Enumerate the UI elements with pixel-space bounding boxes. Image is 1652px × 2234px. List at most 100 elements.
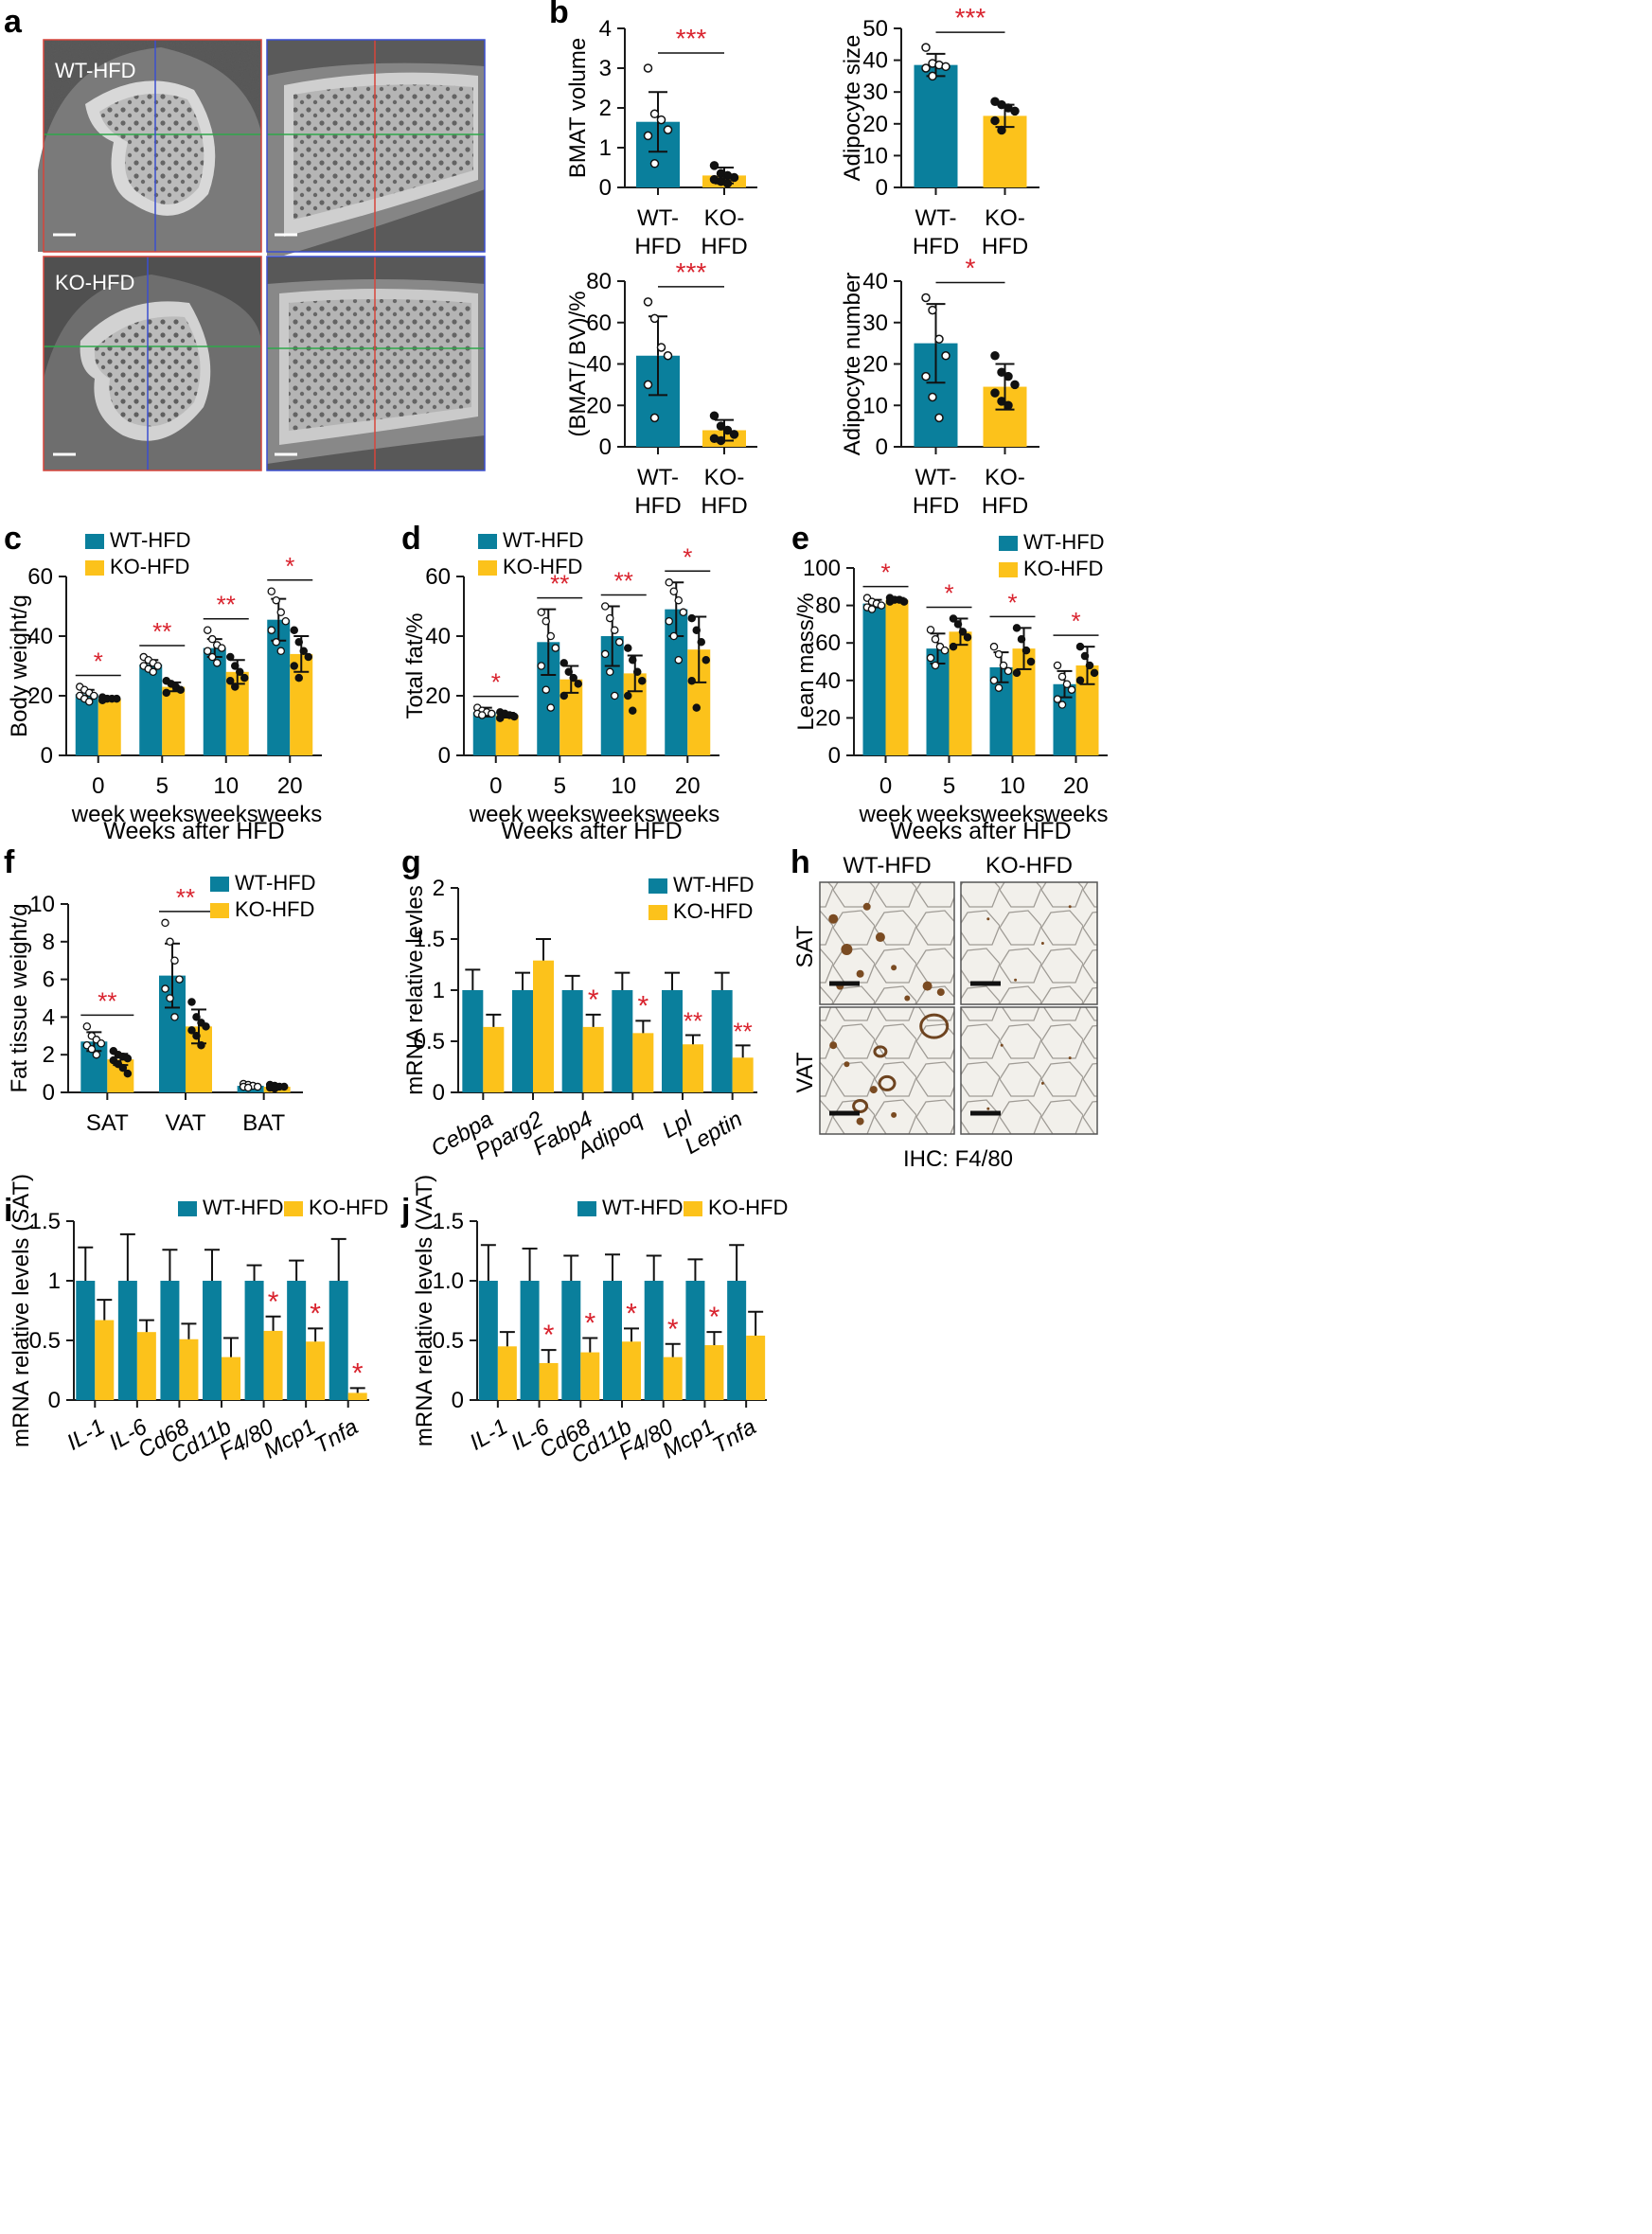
data-point — [941, 62, 950, 72]
data-point — [994, 683, 1004, 692]
data-point — [542, 617, 551, 626]
data-point — [633, 667, 642, 677]
data-point — [170, 1013, 179, 1021]
data-point — [665, 617, 674, 626]
legend-label: KO-HFD — [309, 1196, 388, 1219]
y-tick-label: 0 — [433, 1080, 445, 1106]
ihc-col-wt: WT-HFD — [843, 853, 931, 878]
y-tick-label: 1.0 — [433, 1268, 464, 1294]
data-point — [267, 626, 275, 634]
y-tick-label: 60 — [586, 310, 612, 336]
x-tick-label: weeks — [979, 802, 1044, 827]
bar-wt — [561, 1281, 581, 1400]
y-axis-label: mRNA relative levles — [402, 885, 428, 1094]
data-point — [1067, 685, 1076, 694]
data-point — [1062, 680, 1072, 689]
bar-ko — [580, 1352, 600, 1400]
bar-wt — [203, 1281, 222, 1400]
bar-ko — [663, 1356, 683, 1400]
x-tick-label: KO- — [704, 465, 745, 490]
data-point — [953, 620, 963, 629]
bar-wt — [244, 1281, 264, 1400]
bar-ko — [683, 1044, 703, 1092]
data-point — [207, 634, 217, 644]
bar-wt — [472, 712, 496, 755]
y-axis-label: Adipocyte size — [840, 35, 865, 182]
data-point — [649, 159, 660, 168]
x-tick-label: 10 — [611, 773, 636, 799]
sig-marker: ** — [217, 591, 236, 619]
y-tick-label: 10 — [862, 393, 888, 418]
y-axis-label: Total fat/% — [402, 612, 428, 718]
data-point — [560, 659, 569, 667]
bar-ko — [885, 599, 909, 755]
x-tick-label: HFD — [913, 234, 959, 259]
sig-marker: *** — [955, 3, 986, 32]
data-point — [649, 313, 660, 324]
legend-swatch — [210, 877, 229, 892]
bar-wt — [139, 664, 163, 755]
legend-swatch — [684, 1201, 702, 1216]
data-point — [931, 634, 940, 644]
legend-swatch — [85, 534, 104, 549]
y-tick-label: 10 — [862, 143, 888, 168]
y-tick-label: 6 — [43, 967, 55, 993]
data-point — [82, 1022, 92, 1031]
y-tick-label: 1 — [48, 1268, 61, 1294]
data-point — [941, 351, 950, 361]
y-tick-label: 0 — [599, 434, 612, 460]
data-point — [722, 179, 733, 188]
legend-label: KO-HFD — [235, 897, 314, 921]
bar-ko — [222, 1356, 240, 1400]
data-point — [569, 673, 578, 683]
data-point — [709, 161, 719, 170]
x-tick-label: weeks — [654, 802, 719, 827]
y-tick-label: 20 — [862, 112, 888, 137]
data-point — [161, 918, 169, 928]
ct-image-ko-axial: KO-HFD — [43, 256, 262, 471]
data-point — [1057, 672, 1067, 682]
data-point — [656, 115, 666, 125]
data-point — [267, 587, 275, 596]
x-tick-label: 0 — [879, 773, 892, 799]
legend-swatch — [478, 560, 497, 576]
legend-swatch — [85, 560, 104, 576]
data-point — [496, 714, 505, 722]
data-point — [663, 351, 673, 361]
legend-swatch — [210, 903, 229, 918]
data-point — [702, 655, 711, 665]
y-axis-label: mRNA relative levels (SAT) — [9, 1174, 34, 1447]
ihc-image-ko-sat — [960, 881, 1098, 1005]
y-tick-label: 0 — [828, 743, 841, 769]
y-tick-label: 0 — [452, 1388, 464, 1413]
data-point — [1080, 651, 1090, 661]
sig-marker: * — [268, 1286, 279, 1318]
data-point — [294, 673, 303, 683]
data-point — [921, 371, 931, 381]
data-point — [166, 937, 174, 947]
data-point — [674, 595, 684, 605]
y-axis-label: (BMAT/ BV)/% — [565, 291, 591, 436]
data-point — [1090, 668, 1099, 678]
data-point — [272, 638, 280, 647]
panel-letter-g: g — [401, 844, 421, 880]
data-point — [722, 425, 733, 435]
legend-label: KO-HFD — [708, 1196, 788, 1219]
data-point — [697, 638, 706, 647]
y-tick-label: 40 — [586, 352, 612, 378]
panel-h: h WT-HFD KO-HFD SAT VAT — [790, 844, 1073, 1093]
sig-marker: * — [880, 558, 890, 587]
y-tick-label: 0.5 — [29, 1328, 61, 1354]
data-point — [1017, 634, 1026, 644]
y-tick-label: 2 — [599, 96, 612, 121]
data-point — [997, 125, 1006, 135]
data-point — [899, 597, 909, 606]
bar-ko — [949, 631, 972, 755]
data-point — [990, 351, 1000, 361]
data-point — [304, 652, 312, 662]
y-tick-label: 0 — [43, 1080, 55, 1106]
x-tick-label: week — [858, 802, 913, 827]
x-tick-label: IL-1 — [466, 1414, 512, 1456]
data-point — [225, 652, 235, 662]
